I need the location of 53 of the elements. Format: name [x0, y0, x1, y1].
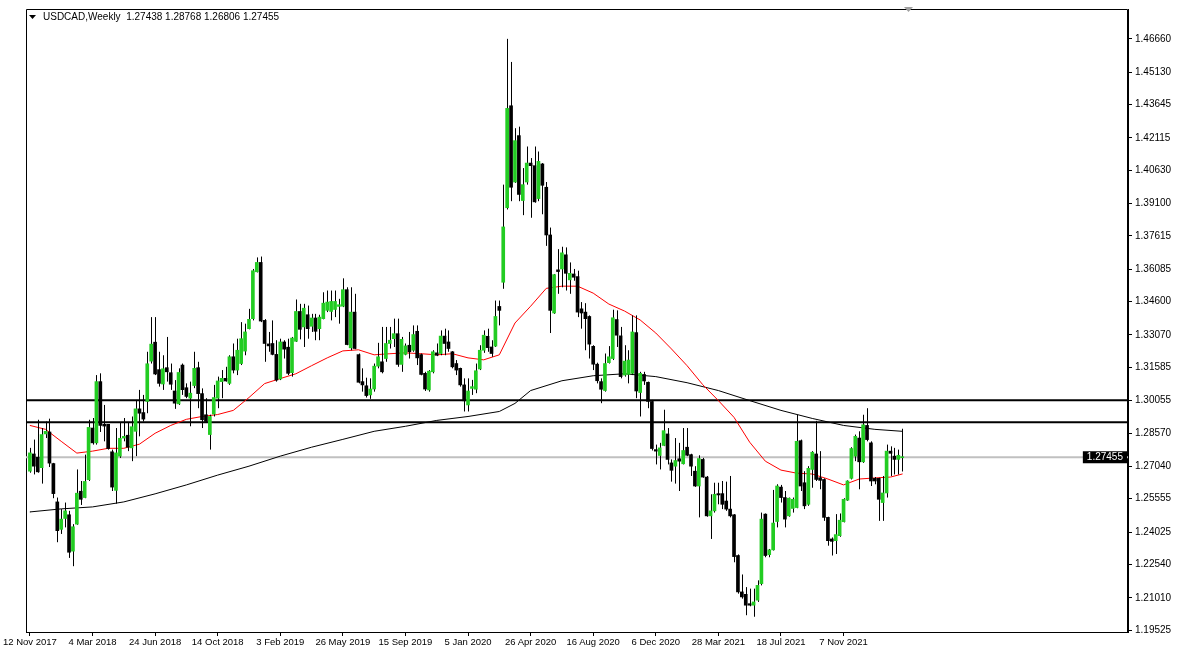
y-tick-label: 1.40630	[1135, 164, 1172, 175]
x-tick-label: 24 Jun 2018	[128, 636, 182, 648]
y-tick-label: 1.39100	[1135, 197, 1172, 209]
x-tick-label: 14 Oct 2018	[191, 636, 244, 648]
y-tick-label: 1.28570	[1135, 426, 1172, 438]
y-tick-label: 1.30055	[1135, 394, 1172, 406]
candlestick	[297, 303, 302, 340]
x-tick-label: 3 Feb 2019	[256, 636, 305, 648]
candlestick	[329, 290, 333, 321]
y-tick-label: 1.33070	[1135, 328, 1172, 340]
candlestick	[301, 303, 306, 348]
candlestick	[888, 445, 893, 477]
candlestick	[896, 449, 901, 475]
x-tick-label: 12 Nov 2017	[2, 636, 57, 648]
x-tick-label: 7 Nov 2021	[819, 636, 868, 648]
x-tick-label: 5 Jan 2020	[444, 636, 492, 648]
candlestick	[333, 290, 337, 318]
y-tick-label: 1.27040	[1135, 460, 1172, 472]
candlestick	[673, 437, 678, 485]
y-tick-label: 1.34600	[1135, 295, 1172, 307]
y-tick-label: 1.36085	[1135, 263, 1172, 275]
candlestick	[833, 513, 838, 555]
candlestick	[161, 354, 165, 391]
x-tick-label: 26 Apr 2020	[504, 636, 557, 648]
x-tick-label: 4 Mar 2018	[68, 636, 117, 648]
x-tick-label: 18 Jul 2021	[756, 636, 806, 648]
x-tick-label: 15 Sep 2019	[378, 636, 433, 648]
y-tick-label: 1.24025	[1135, 525, 1172, 537]
candlestick	[235, 338, 240, 376]
x-tick-label: 16 Aug 2020	[566, 636, 620, 648]
y-tick-label: 1.45130	[1135, 65, 1172, 77]
candlestick	[693, 465, 697, 488]
x-tick-label: 28 Mar 2021	[691, 636, 746, 648]
y-tick-label: 1.31585	[1135, 361, 1172, 373]
y-tick-label: 1.46660	[1135, 32, 1172, 44]
candlestick	[231, 342, 236, 374]
candlestick	[724, 481, 729, 512]
y-tick-label: 1.21010	[1135, 591, 1172, 603]
y-tick-label: 1.42115	[1135, 131, 1171, 143]
candlestick	[720, 480, 725, 510]
x-tick-label: 6 Dec 2020	[631, 636, 681, 648]
candlestick	[563, 246, 568, 292]
y-tick-label: 1.43645	[1135, 98, 1172, 110]
y-tick-label: 1.37615	[1135, 229, 1172, 241]
candlestick	[677, 442, 682, 492]
y-tick-label: 1.25555	[1135, 492, 1172, 504]
y-tick-label: 1.22540	[1135, 558, 1172, 570]
ref-line-label: 1.27455	[1086, 451, 1124, 463]
x-tick-label: 26 May 2019	[315, 636, 371, 648]
candlestick	[31, 439, 36, 475]
y-tick-label: 1.19525	[1135, 623, 1172, 635]
chart-title: USDCAD,Weekly 1.27438 1.28768 1.26806 1.27455	[43, 10, 280, 22]
candlestick	[380, 326, 384, 374]
